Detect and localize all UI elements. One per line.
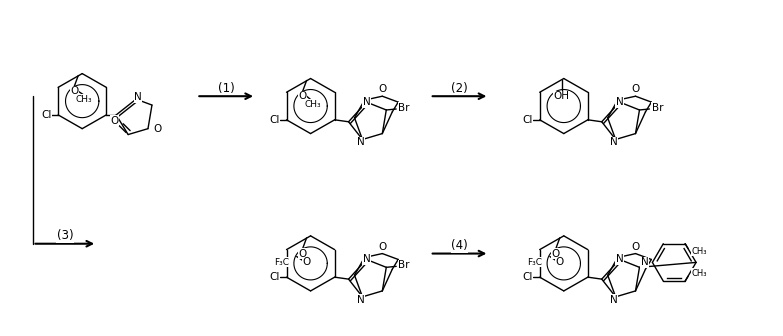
Text: O: O — [110, 116, 118, 126]
Text: F₃C: F₃C — [527, 258, 542, 267]
Text: Cl: Cl — [522, 272, 533, 282]
Text: N: N — [610, 295, 618, 305]
Text: N: N — [640, 257, 648, 267]
Text: O: O — [298, 91, 307, 101]
Text: Cl: Cl — [269, 115, 280, 125]
Text: O: O — [631, 242, 640, 252]
Text: O: O — [298, 249, 307, 259]
Text: O: O — [378, 242, 387, 252]
Text: O: O — [70, 86, 78, 96]
Text: (1): (1) — [218, 82, 235, 95]
Text: Br: Br — [399, 260, 410, 270]
Text: N: N — [356, 295, 364, 305]
Text: Cl: Cl — [522, 115, 533, 125]
Text: (2): (2) — [451, 82, 468, 95]
Text: O: O — [302, 257, 311, 267]
Text: CH₃: CH₃ — [305, 99, 321, 109]
Text: N: N — [363, 254, 370, 264]
Text: N: N — [134, 92, 142, 102]
Text: Cl: Cl — [41, 110, 52, 120]
Text: O: O — [631, 84, 640, 94]
Text: CH₃: CH₃ — [691, 247, 706, 256]
Text: N: N — [356, 137, 364, 148]
Text: N: N — [363, 97, 370, 107]
Text: (4): (4) — [451, 239, 468, 252]
Text: O: O — [378, 84, 387, 94]
Text: N: N — [610, 137, 618, 148]
Text: OH: OH — [554, 91, 570, 101]
Text: O: O — [552, 249, 560, 259]
Text: CH₃: CH₃ — [691, 269, 706, 278]
Text: Cl: Cl — [269, 272, 280, 282]
Text: N: N — [615, 97, 623, 107]
Text: (3): (3) — [56, 229, 73, 242]
Text: N: N — [615, 254, 623, 264]
Text: F₃C: F₃C — [274, 258, 289, 267]
Text: CH₃: CH₃ — [76, 95, 92, 104]
Text: Br: Br — [651, 103, 663, 113]
Text: Br: Br — [399, 103, 410, 113]
Text: O: O — [153, 124, 162, 134]
Text: O: O — [556, 257, 564, 267]
